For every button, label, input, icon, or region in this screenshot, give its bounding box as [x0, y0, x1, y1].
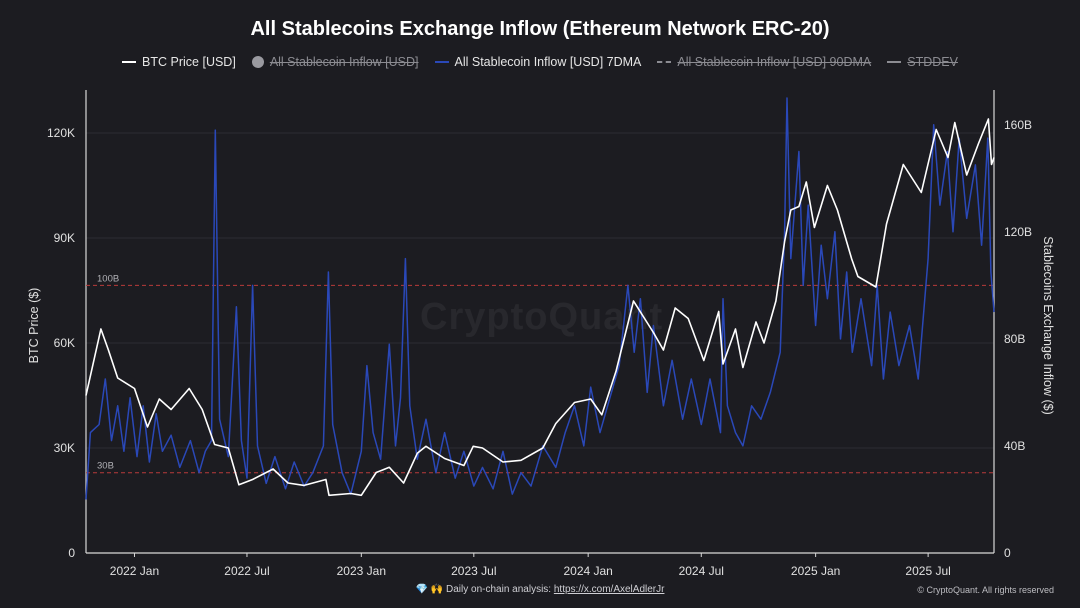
reference-line-label: 30B	[97, 461, 114, 472]
left-axis-label: BTC Price ($)	[27, 288, 41, 364]
right-tick-label: 160B	[1004, 118, 1032, 132]
footer-text: Daily on-chain analysis:	[446, 584, 552, 595]
right-tick-label: 0	[1004, 546, 1011, 560]
legend-item-stablecoin-inflow[interactable]: All Stablecoin Inflow [USD]	[251, 55, 419, 69]
right-tick-label: 40B	[1004, 439, 1025, 453]
legend-item-stddev[interactable]: STDDEV	[887, 55, 958, 69]
diamond-hands-icon: 💎 🙌	[415, 584, 444, 595]
legend-label: BTC Price [USD]	[142, 55, 236, 69]
btc-price-line	[85, 118, 995, 497]
legend-dot-icon	[251, 56, 264, 68]
reference-line-label: 100B	[97, 273, 119, 284]
legend-line-icon	[122, 61, 137, 63]
right-tick-label: 80B	[1004, 332, 1025, 346]
legend-line-icon	[887, 61, 902, 63]
footer-link[interactable]: https://x.com/AxelAdlerJr	[553, 584, 665, 595]
watermark: CryptoQuant	[420, 296, 664, 338]
x-tick-label: 2022 Jul	[224, 564, 269, 578]
x-tick-label: 2024 Jan	[563, 564, 612, 578]
copyright: © CryptoQuant. All rights reserved	[917, 585, 1054, 595]
legend-line-icon	[434, 61, 449, 63]
left-tick-label: 30K	[54, 441, 75, 455]
x-tick-label: 2023 Jan	[337, 564, 386, 578]
legend-item-stablecoin-inflow-7dma[interactable]: All Stablecoin Inflow [USD] 7DMA	[434, 55, 642, 69]
legend-label: STDDEV	[907, 55, 958, 69]
footer: 💎 🙌 Daily on-chain analysis: https://x.c…	[0, 584, 1080, 595]
x-tick-label: 2023 Jul	[451, 564, 496, 578]
legend-dashed-line-icon	[657, 61, 672, 63]
right-axis-label: Stablecoins Exchange Inflow ($)	[1041, 236, 1055, 415]
legend-item-stablecoin-inflow-90dma[interactable]: All Stablecoin Inflow [USD] 90DMA	[657, 55, 871, 69]
x-tick-label: 2025 Jan	[791, 564, 840, 578]
x-tick-label: 2022 Jan	[110, 564, 159, 578]
legend: BTC Price [USD] All Stablecoin Inflow [U…	[0, 52, 1080, 72]
legend-label: All Stablecoin Inflow [USD] 7DMA	[454, 55, 642, 69]
x-tick-label: 2025 Jul	[905, 564, 950, 578]
legend-label: All Stablecoin Inflow [USD]	[269, 55, 419, 69]
x-tick-label: 2024 Jul	[679, 564, 724, 578]
left-tick-label: 90K	[54, 231, 75, 245]
stablecoin-inflow-7dma-line	[85, 97, 995, 500]
legend-label: All Stablecoin Inflow [USD] 90DMA	[677, 55, 872, 69]
chart-title: All Stablecoins Exchange Inflow (Ethereu…	[250, 18, 830, 40]
left-tick-label: 60K	[54, 336, 75, 350]
legend-item-btc-price[interactable]: BTC Price [USD]	[122, 55, 236, 69]
left-tick-label: 120K	[47, 126, 75, 140]
left-tick-label: 0	[68, 546, 75, 560]
right-tick-label: 120B	[1004, 225, 1032, 239]
